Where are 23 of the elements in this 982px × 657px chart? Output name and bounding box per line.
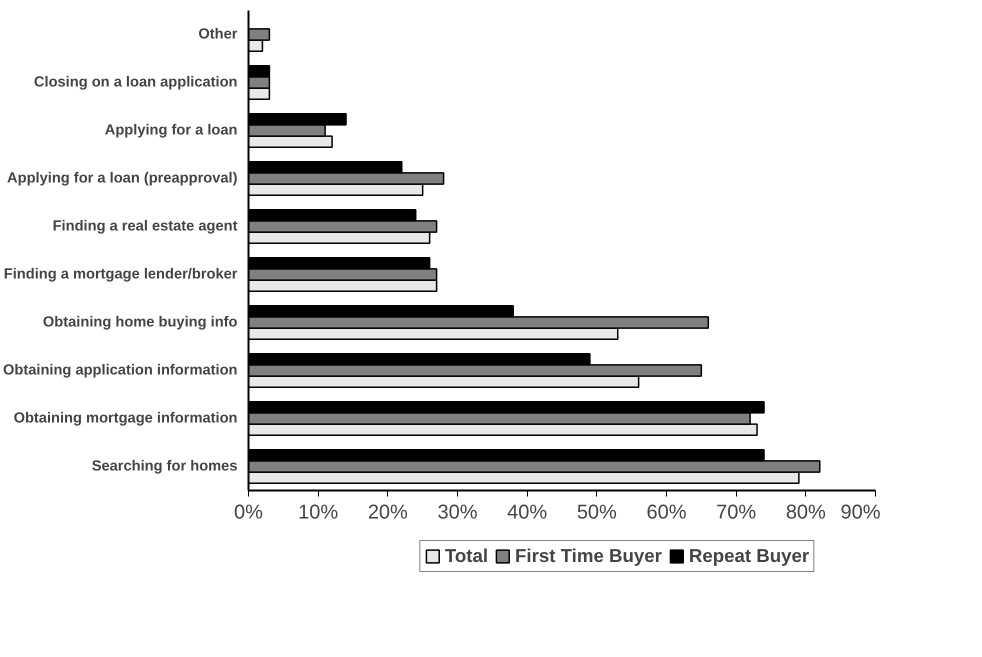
legend-label: Total xyxy=(444,545,488,567)
y-tick-label: Applying for a loan xyxy=(104,122,238,138)
y-tick-label: Obtaining mortgage information xyxy=(14,410,238,426)
y-tick-label: Finding a mortgage lender/broker xyxy=(4,266,238,282)
y-tick-label: Obtaining home buying info xyxy=(42,314,238,330)
x-tick-label: 60% xyxy=(646,502,687,524)
x-tick-label: 70% xyxy=(716,502,756,524)
x-tick-label: 90% xyxy=(840,502,881,524)
x-tick-label: 80% xyxy=(786,502,826,524)
x-tick-label: 0% xyxy=(234,502,264,524)
x-tick-label: 40% xyxy=(507,502,548,524)
x-tick-label: 50% xyxy=(576,502,618,524)
y-tick-label: Obtaining application information xyxy=(3,362,238,378)
y-tick-label: Applying for a loan (preapproval) xyxy=(7,170,238,186)
legend-label: Repeat Buyer xyxy=(688,545,810,567)
y-tick-label: Searching for homes xyxy=(92,458,238,474)
y-tick-label: Closing on a loan application xyxy=(34,74,238,90)
x-tick-label: 30% xyxy=(437,502,478,524)
x-tick-label: 10% xyxy=(298,502,338,524)
y-tick-label: Finding a real estate agent xyxy=(52,218,238,234)
legend-label: First Time Buyer xyxy=(515,545,662,567)
y-tick-label: Other xyxy=(198,26,238,42)
x-tick-label: 20% xyxy=(368,502,408,524)
